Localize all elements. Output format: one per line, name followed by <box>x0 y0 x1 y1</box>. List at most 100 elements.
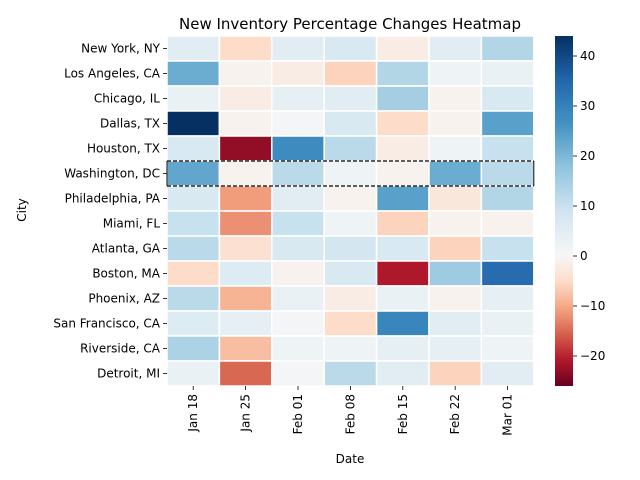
y-axis-label: City <box>15 198 29 222</box>
x-tick-label: Jan 18 <box>186 394 200 433</box>
colorbar <box>555 36 573 386</box>
y-tick-label: Phoenix, AZ <box>88 292 160 306</box>
heatmap-cell <box>271 35 325 62</box>
colorbar-tick-label: 10 <box>580 199 595 213</box>
heatmap-cell <box>375 110 430 137</box>
heatmap-cell <box>323 210 378 237</box>
y-axis-ticks: New York, NY Los Angeles, CA Chicago, IL Da… <box>53 42 167 381</box>
heatmap-cell <box>271 60 325 87</box>
heatmap-cell <box>218 360 273 387</box>
heatmap-cell <box>428 335 483 362</box>
heatmap-cell <box>323 160 378 187</box>
heatmap-cell <box>166 335 221 362</box>
colorbar-tick-label: 20 <box>580 149 595 163</box>
heatmap-cell <box>323 185 378 212</box>
heatmap-cell <box>166 160 221 187</box>
heatmap-cell <box>218 285 273 312</box>
heatmap-cell <box>480 85 535 112</box>
colorbar-tick-label: −10 <box>580 299 605 313</box>
heatmap-cell <box>480 260 535 287</box>
heatmap-cell <box>375 360 430 387</box>
heatmap-cell <box>375 310 430 337</box>
heatmap-cell <box>480 60 535 87</box>
heatmap-cell <box>428 35 483 62</box>
chart-title: New Inventory Percentage Changes Heatmap <box>179 15 521 33</box>
heatmap-cell <box>271 260 325 287</box>
heatmap-cell <box>218 185 273 212</box>
heatmap-cell <box>166 285 221 312</box>
y-tick-label: Houston, TX <box>87 142 160 156</box>
heatmap-cell <box>271 85 325 112</box>
heatmap-cell <box>375 235 430 262</box>
heatmap-cell <box>323 85 378 112</box>
y-tick-label: Philadelphia, PA <box>65 192 161 206</box>
heatmap-cell <box>480 135 535 162</box>
heatmap-cell <box>218 260 273 287</box>
heatmap-cell <box>428 185 483 212</box>
heatmap-cell <box>480 310 535 337</box>
y-tick-label: Chicago, IL <box>94 92 160 106</box>
heatmap-cell <box>323 235 378 262</box>
heatmap-cell <box>218 135 273 162</box>
y-tick-label: Miami, FL <box>103 217 161 231</box>
y-tick-label: Dallas, TX <box>100 117 160 131</box>
heatmap-cell <box>218 60 273 87</box>
x-tick-label: Feb 08 <box>343 394 357 434</box>
heatmap-cell <box>428 260 483 287</box>
heatmap-cell <box>271 360 325 387</box>
heatmap-cell <box>166 85 221 112</box>
heatmap-cell <box>375 285 430 312</box>
heatmap-cells <box>166 35 535 387</box>
x-tick-label: Mar 01 <box>501 394 515 436</box>
x-tick-label: Jan 25 <box>239 394 253 433</box>
heatmap-cell <box>166 135 221 162</box>
colorbar-tick-label: −20 <box>580 349 605 363</box>
heatmap-cell <box>480 335 535 362</box>
heatmap-cell <box>323 360 378 387</box>
y-tick-label: San Francisco, CA <box>53 317 160 331</box>
heatmap-cell <box>323 260 378 287</box>
heatmap-cell <box>271 335 325 362</box>
y-tick-label: Detroit, MI <box>97 367 160 381</box>
y-tick-label: Boston, MA <box>92 267 160 281</box>
y-tick-label: Atlanta, GA <box>92 242 161 256</box>
heatmap-cell <box>218 335 273 362</box>
heatmap-cell <box>480 285 535 312</box>
y-tick-label: New York, NY <box>81 42 161 56</box>
heatmap-cell <box>428 60 483 87</box>
heatmap-cell <box>323 335 378 362</box>
y-tick-label: Washington, DC <box>64 167 160 181</box>
heatmap-cell <box>166 110 221 137</box>
heatmap-cell <box>323 285 378 312</box>
heatmap-cell <box>480 110 535 137</box>
heatmap-cell <box>428 210 483 237</box>
heatmap-cell <box>166 260 221 287</box>
heatmap-cell <box>375 85 430 112</box>
heatmap-cell <box>271 210 325 237</box>
colorbar-tick-label: 30 <box>580 99 595 113</box>
heatmap-cell <box>375 60 430 87</box>
heatmap-cell <box>428 160 483 187</box>
x-axis-ticks: Jan 18 Jan 25 Feb 01 Feb 08 Feb 15 Feb 22 Mar … <box>186 386 515 436</box>
heatmap-cell <box>480 210 535 237</box>
heatmap-cell <box>375 260 430 287</box>
heatmap-cell <box>271 135 325 162</box>
colorbar-ticks: −20 −10 0 10 20 30 40 <box>573 49 605 363</box>
heatmap-cell <box>375 160 430 187</box>
x-tick-label: Feb 15 <box>396 394 410 434</box>
heatmap-cell <box>166 235 221 262</box>
colorbar-tick-label: 0 <box>580 249 588 263</box>
heatmap-cell <box>323 35 378 62</box>
heatmap-cell <box>428 85 483 112</box>
x-tick-label: Feb 01 <box>291 394 305 434</box>
heatmap-cell <box>375 135 430 162</box>
x-axis-label: Date <box>336 452 365 466</box>
heatmap-cell <box>271 185 325 212</box>
heatmap-cell <box>480 185 535 212</box>
heatmap-cell <box>428 235 483 262</box>
heatmap-cell <box>428 360 483 387</box>
heatmap-cell <box>323 60 378 87</box>
heatmap-cell <box>218 35 273 62</box>
heatmap-cell <box>480 160 535 187</box>
colorbar-tick-label: 40 <box>580 49 595 63</box>
